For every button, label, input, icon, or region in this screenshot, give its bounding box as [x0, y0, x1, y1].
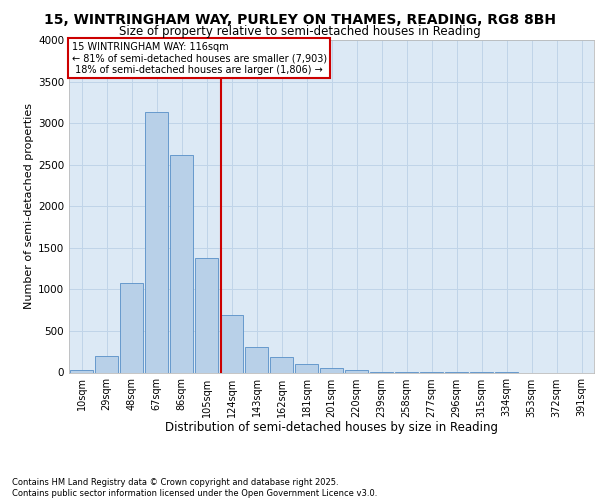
- Bar: [120, 282, 143, 372]
- X-axis label: Distribution of semi-detached houses by size in Reading: Distribution of semi-detached houses by …: [165, 421, 498, 434]
- Bar: [270, 357, 293, 372]
- Y-axis label: Number of semi-detached properties: Number of semi-detached properties: [24, 104, 34, 309]
- Bar: [295, 364, 318, 372]
- Text: Contains HM Land Registry data © Crown copyright and database right 2025.
Contai: Contains HM Land Registry data © Crown c…: [12, 478, 377, 498]
- Bar: [220, 315, 243, 372]
- Bar: [245, 346, 268, 372]
- Bar: [145, 112, 168, 372]
- Bar: [195, 258, 218, 372]
- Text: 15, WINTRINGHAM WAY, PURLEY ON THAMES, READING, RG8 8BH: 15, WINTRINGHAM WAY, PURLEY ON THAMES, R…: [44, 12, 556, 26]
- Bar: [70, 370, 93, 372]
- Bar: [170, 154, 193, 372]
- Text: 15 WINTRINGHAM WAY: 116sqm
← 81% of semi-detached houses are smaller (7,903)
 18: 15 WINTRINGHAM WAY: 116sqm ← 81% of semi…: [71, 42, 327, 75]
- Bar: [345, 370, 368, 372]
- Text: Size of property relative to semi-detached houses in Reading: Size of property relative to semi-detach…: [119, 25, 481, 38]
- Bar: [320, 368, 343, 372]
- Bar: [95, 356, 118, 372]
